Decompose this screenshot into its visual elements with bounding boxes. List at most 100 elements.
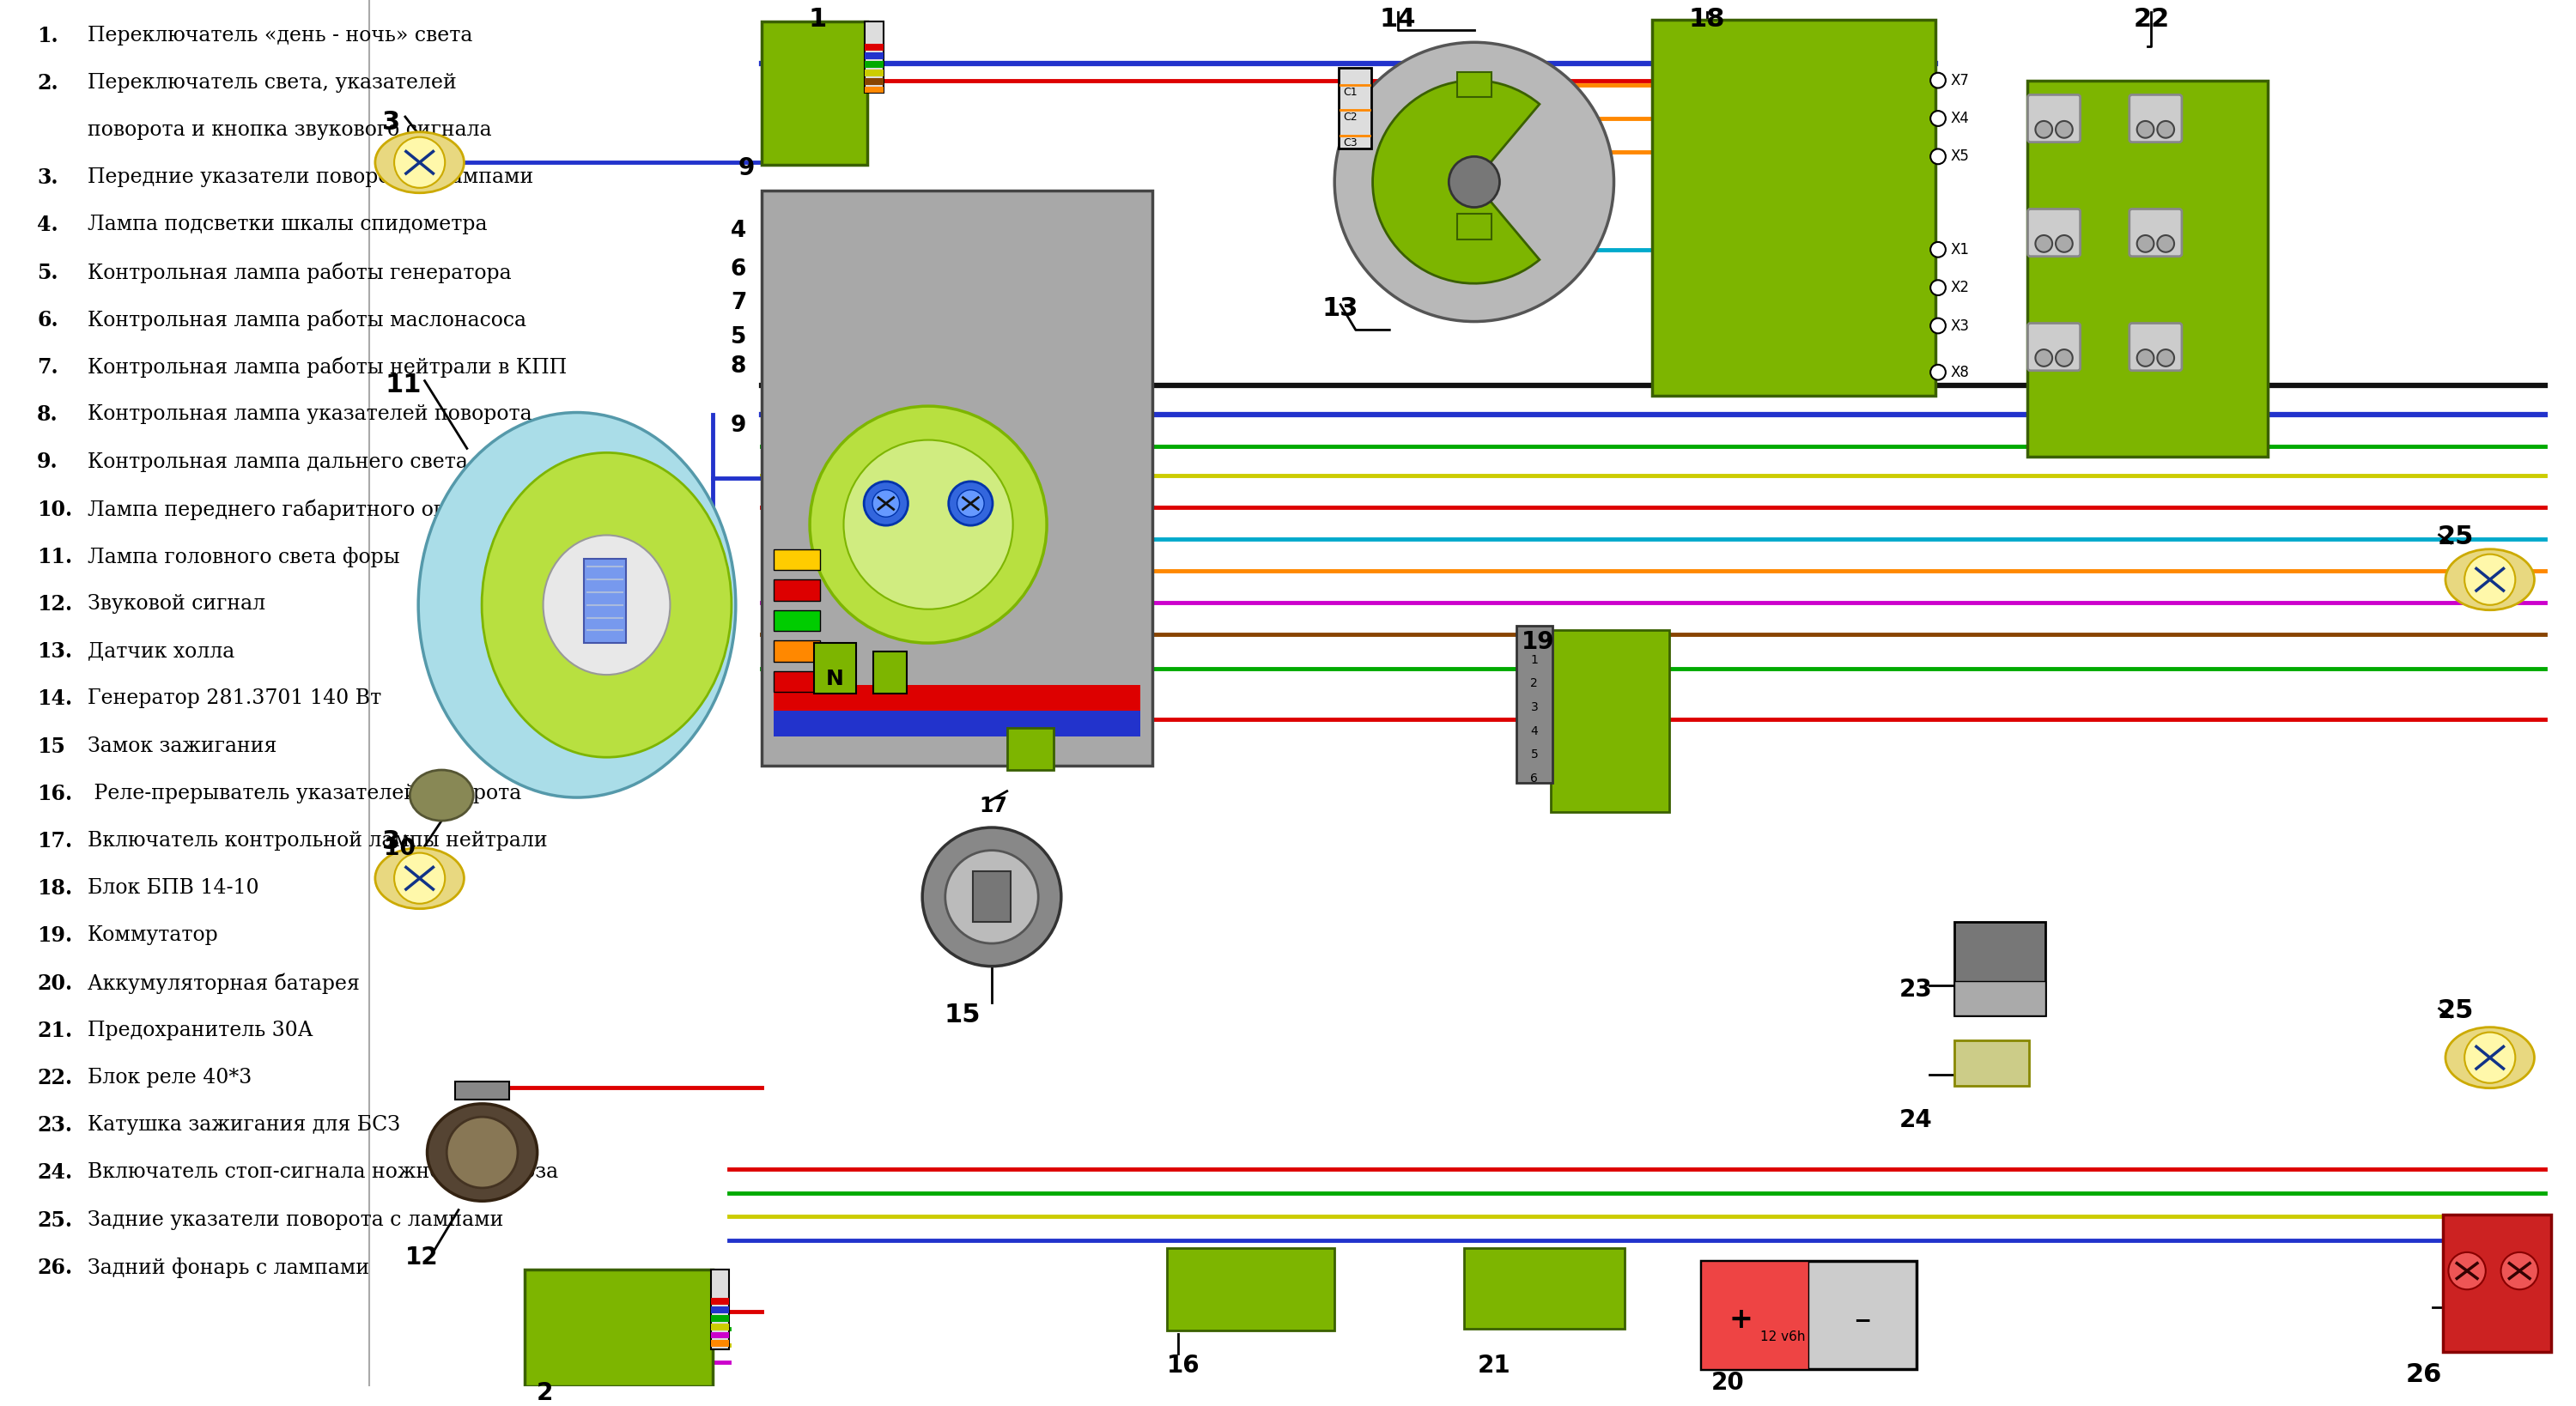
Text: 21.: 21. — [36, 1021, 72, 1040]
Text: 17: 17 — [979, 796, 1007, 815]
Text: 5: 5 — [1530, 749, 1538, 761]
Ellipse shape — [410, 770, 474, 821]
Ellipse shape — [2445, 550, 2535, 610]
Text: 23: 23 — [1899, 977, 1932, 1001]
Circle shape — [809, 406, 1046, 643]
Circle shape — [948, 481, 992, 526]
Circle shape — [1929, 318, 1945, 333]
Text: 19: 19 — [1522, 630, 1553, 654]
Bar — [711, 1331, 729, 1339]
Text: X2: X2 — [1950, 280, 1971, 295]
Ellipse shape — [376, 132, 464, 193]
Circle shape — [2465, 554, 2514, 605]
Text: Катушка зажигания для БСЗ: Катушка зажигания для БСЗ — [88, 1115, 399, 1135]
Bar — [873, 651, 907, 693]
Bar — [974, 872, 1010, 922]
Text: X4: X4 — [1950, 111, 1971, 127]
Circle shape — [2138, 121, 2154, 138]
Circle shape — [873, 489, 899, 517]
Circle shape — [2035, 350, 2053, 367]
Text: поворота и кнопка звукового сигнала: поворота и кнопка звукового сигнала — [88, 120, 492, 139]
Text: 9.: 9. — [36, 451, 59, 472]
Circle shape — [394, 136, 446, 188]
Bar — [866, 77, 884, 84]
Bar — [1340, 67, 1370, 148]
Text: Лампа переднего габаритного огня: Лампа переднего габаритного огня — [88, 499, 471, 520]
Text: 24: 24 — [1899, 1108, 1932, 1132]
Text: Контрольная лампа работы маслонасоса: Контрольная лампа работы маслонасоса — [88, 309, 526, 330]
Text: Лампа головного света форы: Лампа головного света форы — [88, 547, 399, 567]
Text: 3: 3 — [381, 110, 399, 135]
Text: 22: 22 — [2133, 7, 2169, 32]
Circle shape — [2056, 121, 2074, 138]
Circle shape — [2156, 235, 2174, 252]
Text: 12.: 12. — [36, 593, 72, 614]
Text: Лампа подсветки шкалы спидометра: Лампа подсветки шкалы спидометра — [88, 215, 487, 235]
Bar — [866, 52, 884, 59]
Bar — [1700, 1261, 1808, 1369]
Text: 14: 14 — [1381, 7, 1417, 32]
Circle shape — [2138, 235, 2154, 252]
Text: Контрольная лампа работы нейтрали в КПП: Контрольная лампа работы нейтрали в КПП — [88, 357, 567, 378]
Ellipse shape — [482, 453, 732, 758]
Text: 3.: 3. — [36, 167, 59, 188]
Text: X5: X5 — [1950, 149, 1971, 165]
Ellipse shape — [376, 848, 464, 908]
Bar — [762, 190, 1151, 766]
Bar — [711, 1340, 729, 1347]
Bar — [814, 643, 855, 693]
Text: 6: 6 — [1530, 772, 1538, 785]
Text: 25: 25 — [2437, 998, 2473, 1024]
Ellipse shape — [428, 1104, 538, 1201]
Bar — [1955, 981, 2045, 1015]
Text: Задний фонарь с лампами: Задний фонарь с лампами — [88, 1257, 368, 1278]
Circle shape — [922, 828, 1061, 966]
Text: 4: 4 — [732, 219, 747, 242]
Text: 8: 8 — [732, 356, 747, 378]
Text: 23.: 23. — [36, 1115, 72, 1136]
Text: 13.: 13. — [36, 641, 72, 662]
Bar — [1955, 1040, 2030, 1085]
Text: –: – — [1855, 1303, 1870, 1336]
Circle shape — [2056, 350, 2074, 367]
Text: 15: 15 — [36, 737, 64, 756]
Text: 25: 25 — [2437, 524, 2473, 550]
Text: 12 v6h: 12 v6h — [1759, 1330, 1806, 1343]
Text: 17.: 17. — [36, 831, 72, 852]
Text: C1: C1 — [1342, 86, 1358, 97]
Ellipse shape — [544, 536, 670, 675]
Text: 4: 4 — [1530, 725, 1538, 737]
Circle shape — [2501, 1253, 2537, 1289]
Text: 20: 20 — [1710, 1371, 1744, 1395]
Circle shape — [1334, 42, 1615, 322]
Circle shape — [1929, 364, 1945, 380]
Text: Задние указатели поворота с лампами: Задние указатели поворота с лампами — [88, 1211, 505, 1230]
FancyBboxPatch shape — [2130, 209, 2182, 256]
Circle shape — [958, 489, 984, 517]
Bar — [2027, 80, 2267, 457]
Text: 10: 10 — [384, 838, 415, 860]
Text: 14.: 14. — [36, 689, 72, 710]
Text: 5.: 5. — [36, 263, 59, 283]
Text: 26: 26 — [2406, 1362, 2442, 1388]
Text: Звуковой сигнал: Звуковой сигнал — [88, 593, 265, 613]
Bar — [773, 610, 819, 631]
Text: 1.: 1. — [36, 25, 59, 46]
Text: 7: 7 — [732, 292, 747, 314]
Text: Передние указатели поворота с лампами: Передние указатели поворота с лампами — [88, 167, 533, 187]
Bar — [1517, 626, 1553, 783]
Bar — [866, 60, 884, 67]
Text: Аккумуляторная батарея: Аккумуляторная батарея — [88, 973, 361, 994]
Bar — [773, 579, 819, 600]
Text: 25.: 25. — [36, 1211, 72, 1230]
Circle shape — [394, 853, 446, 904]
Text: Контрольная лампа работы генератора: Контрольная лампа работы генератора — [88, 263, 513, 284]
Circle shape — [1929, 111, 1945, 127]
FancyBboxPatch shape — [2130, 323, 2182, 371]
Bar — [1458, 214, 1492, 239]
Circle shape — [842, 440, 1012, 609]
Text: 19.: 19. — [36, 925, 72, 946]
Text: 7.: 7. — [36, 357, 59, 378]
Bar — [1551, 630, 1669, 813]
Bar — [773, 685, 1141, 711]
